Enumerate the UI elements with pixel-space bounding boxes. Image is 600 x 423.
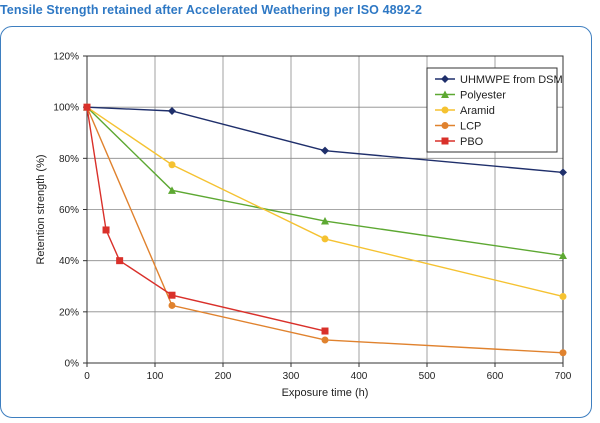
y-tick-label: 40%: [59, 256, 79, 267]
legend-item-uhmwpe-from-dsm: UHMWPE from DSM: [435, 74, 563, 86]
legend-label: Aramid: [460, 105, 495, 117]
data-point-pbo: [321, 327, 329, 335]
data-point-polyester: [168, 186, 176, 194]
y-tick-label: 20%: [59, 307, 79, 318]
data-point-uhmwpe-from-dsm: [559, 168, 567, 177]
legend-marker: [441, 137, 449, 145]
legend-item-pbo: PBO: [435, 136, 484, 148]
x-tick-label: 0: [84, 371, 90, 382]
data-point-pbo: [102, 226, 110, 234]
legend-marker: [441, 75, 449, 83]
legend-item-aramid: Aramid: [435, 105, 495, 117]
legend-label: PBO: [460, 136, 484, 148]
page-title: Tensile Strength retained after Accelera…: [0, 3, 423, 17]
data-point-aramid: [321, 235, 329, 243]
axis-ticks: 0 100 200 300 400 500 600 700 0% 20% 40% 60% 80% 100%…: [53, 52, 571, 383]
data-point-pbo: [83, 103, 91, 111]
data-point-lcp: [321, 336, 329, 344]
y-tick-label: 0%: [65, 359, 80, 370]
legend-marker: [441, 90, 449, 98]
y-tick-label: 80%: [59, 154, 79, 165]
series-pbo: [83, 103, 329, 335]
x-tick-label: 400: [351, 371, 368, 382]
y-tick-label: 100%: [53, 103, 79, 114]
series-line-aramid: [86, 106, 564, 298]
data-point-pbo: [168, 291, 176, 299]
data-point-lcp: [559, 349, 567, 357]
x-tick-label: 300: [283, 371, 300, 382]
y-tick-label: 60%: [59, 205, 79, 216]
data-point-uhmwpe-from-dsm: [321, 146, 329, 155]
x-tick-label: 600: [487, 371, 504, 382]
series-group: [83, 103, 567, 357]
legend-marker: [441, 106, 449, 114]
series-line-lcp: [86, 106, 564, 354]
legend-marker: [441, 122, 449, 129]
data-point-uhmwpe-from-dsm: [168, 107, 176, 116]
data-point-pbo: [116, 257, 124, 265]
series-line-polyester: [86, 106, 564, 257]
legend-label: UHMWPE from DSM: [460, 74, 563, 86]
x-tick-label: 500: [419, 371, 436, 382]
x-tick-label: 100: [147, 371, 164, 382]
x-axis-label: Exposure time (h): [282, 387, 369, 399]
x-tick-label: 200: [215, 371, 232, 382]
data-point-aramid: [168, 161, 176, 169]
data-point-lcp: [168, 301, 176, 309]
legend-label: Polyester: [460, 90, 506, 102]
series-line-uhmwpe-from-dsm: [86, 106, 564, 174]
legend-label: LCP: [460, 121, 481, 133]
data-point-polyester: [321, 217, 329, 225]
data-point-polyester: [559, 251, 567, 260]
y-tick-label: 120%: [53, 52, 79, 63]
legend-item-polyester: Polyester: [435, 90, 506, 102]
legend: UHMWPE from DSM Polyester Aramid LCP PBO: [426, 67, 563, 153]
y-axis-label: Retention strength (%): [35, 154, 47, 264]
x-tick-label: 700: [555, 371, 572, 382]
legend-item-lcp: LCP: [435, 121, 481, 133]
data-point-aramid: [559, 292, 567, 300]
